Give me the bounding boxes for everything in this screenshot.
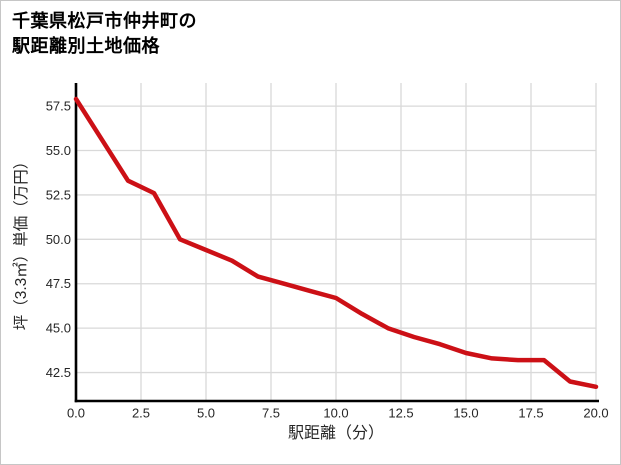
y-tick-label: 57.5 <box>46 99 71 114</box>
x-tick-label: 0.0 <box>67 406 85 421</box>
y-axis-label: 坪（3.3㎡）単価（万円） <box>12 154 30 331</box>
x-tick-label: 2.5 <box>132 406 150 421</box>
chart-title-line1: 千葉県松戸市仲井町の <box>12 11 197 31</box>
x-tick-label: 17.5 <box>518 406 543 421</box>
x-tick-label: 5.0 <box>197 406 215 421</box>
y-tick-label: 47.5 <box>46 276 71 291</box>
y-tick-label: 42.5 <box>46 365 71 380</box>
y-tick-label: 50.0 <box>46 232 71 247</box>
price-line <box>73 96 599 390</box>
y-tick-label: 52.5 <box>46 187 71 202</box>
x-axis-label: 駅距離（分） <box>288 424 384 442</box>
y-tick-label: 55.0 <box>46 143 71 158</box>
x-tick-label: 20.0 <box>583 406 608 421</box>
y-tick-label: 45.0 <box>46 321 71 336</box>
chart-title-line2: 駅距離別土地価格 <box>12 35 160 56</box>
x-tick-label: 10.0 <box>323 406 348 421</box>
x-tick-label: 12.5 <box>388 406 413 421</box>
chart-title: 千葉県松戸市仲井町の 駅距離別土地価格 <box>12 9 197 59</box>
x-tick-label: 15.0 <box>453 406 478 421</box>
x-tick-label: 7.5 <box>262 406 280 421</box>
